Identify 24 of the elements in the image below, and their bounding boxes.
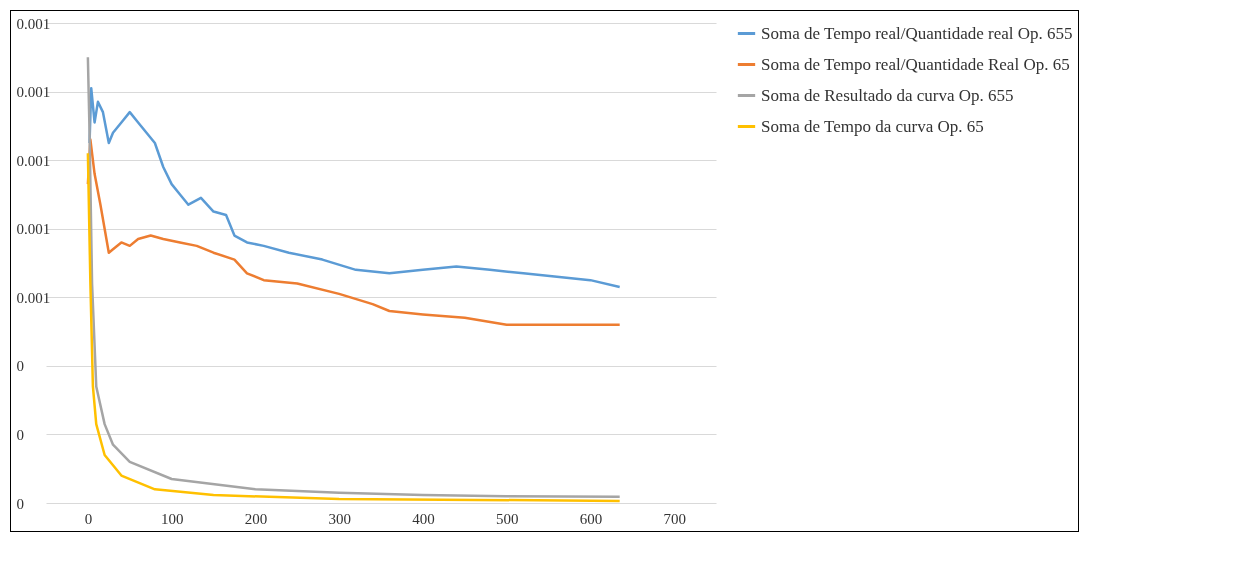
y-tick-label: 0.001 [16, 15, 51, 32]
x-tick-label: 500 [495, 510, 519, 527]
x-tick-label: 100 [160, 510, 184, 527]
x-tick-label: 400 [412, 510, 435, 527]
line-series [86, 56, 621, 499]
x-tick-label: 700 [663, 510, 686, 527]
line-series [86, 152, 621, 503]
y-tick-label: 0 [16, 495, 24, 512]
x-tick-label: 300 [328, 510, 351, 527]
x-tick-label: 0 [84, 510, 93, 527]
line-series [88, 86, 621, 289]
legend-label: Soma de Tempo real/Quantidade real Op. 655 [761, 23, 1073, 43]
legend-label: Soma de Tempo da curva Op. 65 [761, 116, 984, 136]
y-tick-label: 0 [16, 358, 24, 375]
y-tick-label: 0.001 [16, 84, 51, 101]
x-tick-label: 600 [579, 510, 603, 527]
y-tick-label: 0.001 [16, 289, 51, 306]
y-tick-label: 0.001 [16, 152, 51, 169]
legend-label: Soma de Resultado da curva Op. 655 [761, 85, 1014, 105]
legend-label: Soma de Tempo real/Quantidade Real Op. 65 [761, 54, 1070, 74]
x-tick-label: 200 [244, 510, 268, 527]
y-tick-label: 0.001 [16, 221, 51, 238]
line-series [86, 138, 621, 326]
y-tick-label: 0 [16, 426, 24, 443]
